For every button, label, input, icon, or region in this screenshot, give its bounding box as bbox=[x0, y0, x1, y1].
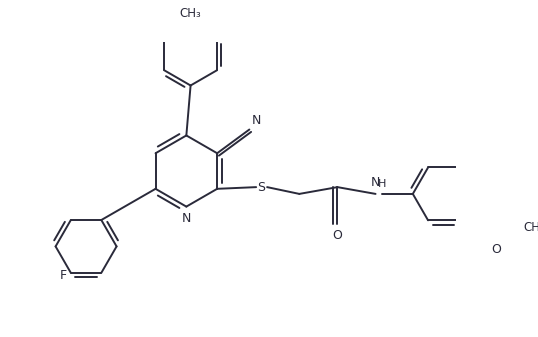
Text: H: H bbox=[378, 179, 386, 189]
Text: CH₃: CH₃ bbox=[524, 221, 538, 234]
Text: O: O bbox=[491, 243, 501, 256]
Text: N: N bbox=[371, 176, 380, 189]
Text: S: S bbox=[257, 181, 265, 194]
Text: CH₃: CH₃ bbox=[180, 7, 201, 20]
Text: O: O bbox=[332, 229, 342, 243]
Text: N: N bbox=[252, 114, 261, 127]
Text: F: F bbox=[60, 269, 67, 282]
Text: N: N bbox=[182, 212, 191, 225]
